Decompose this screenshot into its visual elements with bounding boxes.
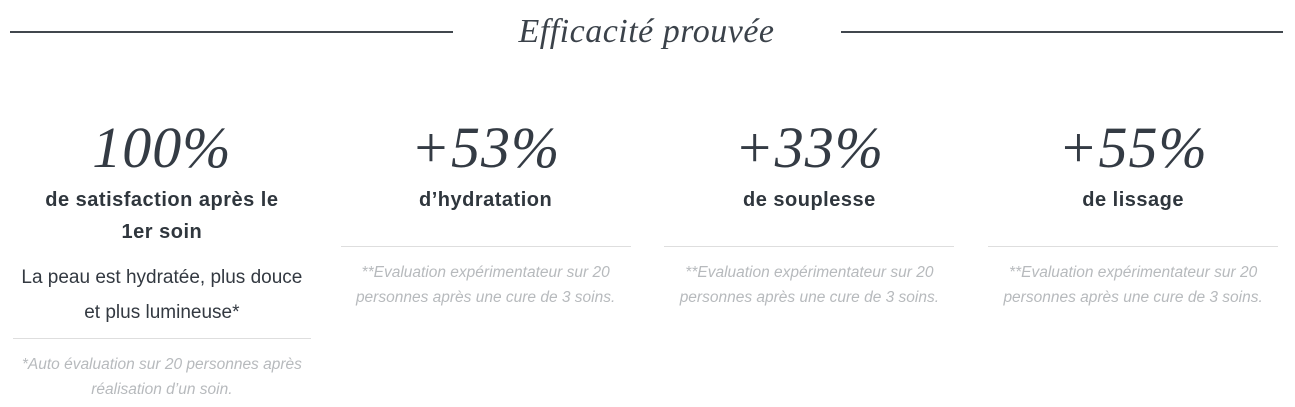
stat-label: de lissage — [1082, 189, 1184, 211]
stats-grid: 100% de satisfaction après le 1er soin L… — [0, 118, 1295, 402]
stat-label: d’hydratation — [419, 189, 553, 211]
stat-description: La peau est hydratée, plus douce et plus… — [21, 267, 303, 323]
stat-label: de satisfaction après le 1er soin — [45, 189, 279, 243]
section-title: Efficacité prouvée — [518, 13, 775, 50]
stat-footnote: **Evaluation expérimentateur sur 20 pers… — [355, 264, 616, 306]
stat-label: de souplesse — [743, 189, 876, 211]
stat-divider — [988, 246, 1279, 247]
stat-divider — [12, 338, 311, 339]
stat-value: 100% — [92, 115, 232, 180]
stat-suppleness: +33% de souplesse **Evaluation expérimen… — [648, 118, 972, 402]
stat-divider — [340, 246, 631, 247]
stat-value: +33% — [734, 115, 885, 180]
stat-footnote: *Auto évaluation sur 20 personnes après … — [21, 356, 302, 398]
section-header: Efficacité prouvée — [0, 0, 1295, 54]
stat-smoothing: +55% de lissage **Evaluation expérimenta… — [971, 118, 1295, 402]
stat-divider — [664, 246, 955, 247]
stat-footnote: **Evaluation expérimentateur sur 20 pers… — [1003, 264, 1263, 306]
stat-hydration: +53% d’hydratation **Evaluation expérime… — [324, 118, 648, 402]
header-rule-right — [840, 31, 1284, 33]
stat-value: +53% — [410, 115, 561, 180]
stat-value: +55% — [1058, 115, 1208, 180]
stat-satisfaction: 100% de satisfaction après le 1er soin L… — [0, 118, 324, 402]
header-rule-left — [10, 31, 453, 33]
stat-footnote: **Evaluation expérimentateur sur 20 pers… — [679, 264, 940, 306]
